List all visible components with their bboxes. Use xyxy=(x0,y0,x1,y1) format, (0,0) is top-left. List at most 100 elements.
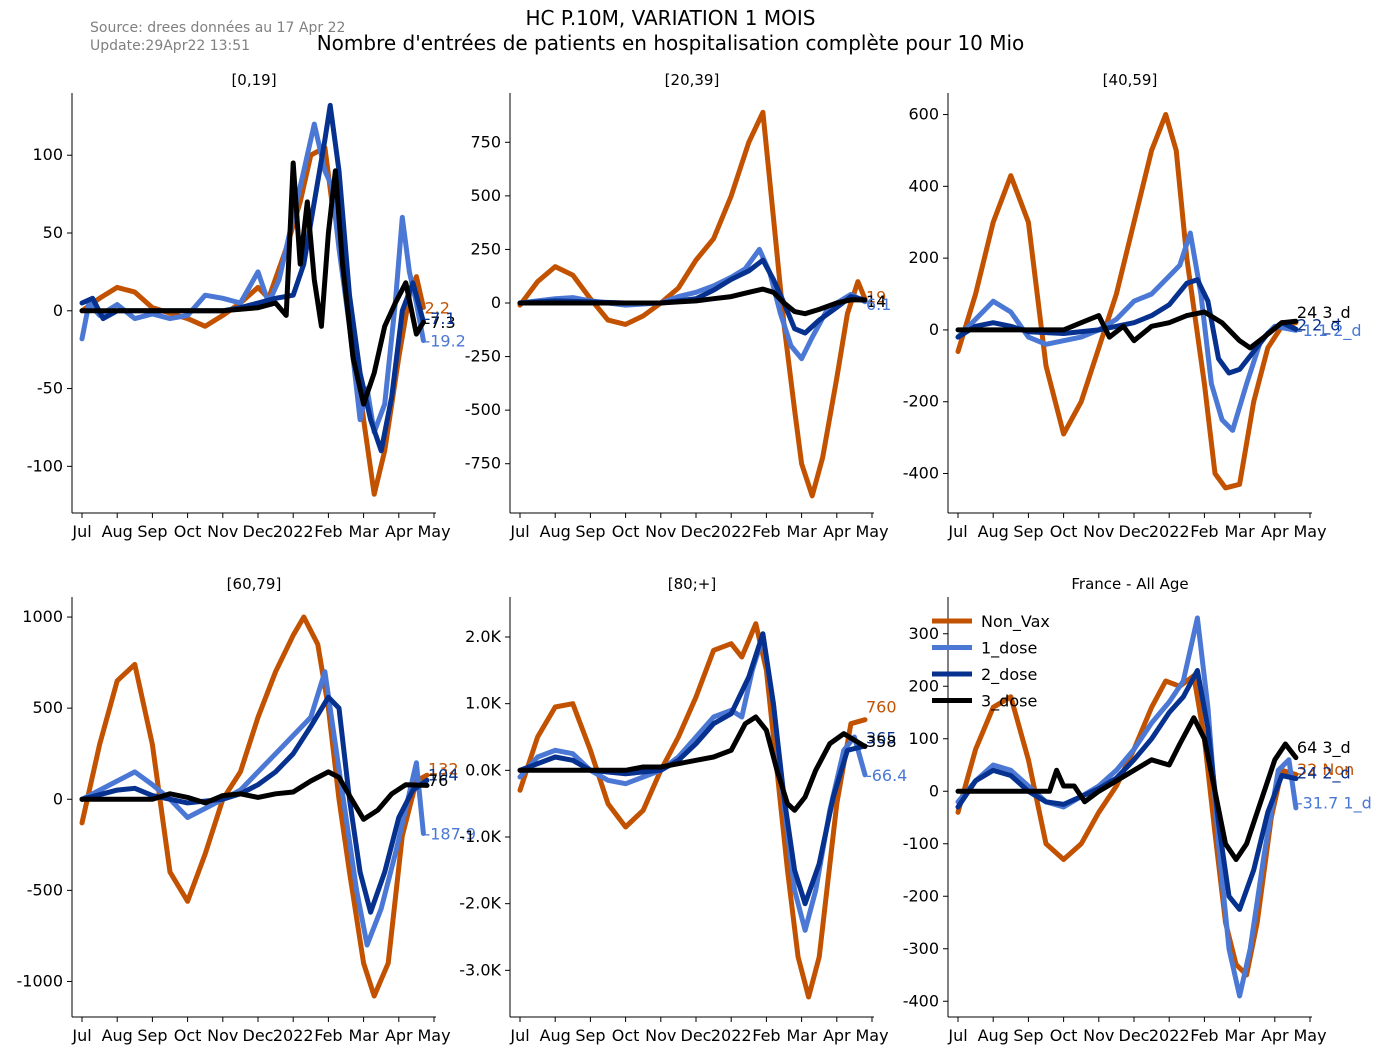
y-tick-label: 100 xyxy=(908,729,939,748)
end-value-label: -19.2 xyxy=(424,332,465,351)
end-value-label: -7.1 xyxy=(424,309,455,328)
series-line-non-vax xyxy=(79,614,430,999)
series-line-non-vax xyxy=(517,621,868,1000)
y-tick-label: 0 xyxy=(929,320,939,339)
y-tick-label: -2.0K xyxy=(459,894,501,913)
panel-title: France - All Age xyxy=(1071,575,1188,593)
x-tick-label: 2022 xyxy=(711,1026,752,1045)
end-value-label: 365 xyxy=(866,729,897,748)
legend-label: 2_dose xyxy=(981,665,1037,685)
x-tick-label: May xyxy=(417,1026,450,1045)
series-line-2-dose xyxy=(955,668,1299,912)
series-line-2-dose xyxy=(517,631,868,907)
x-tick-label: Apr xyxy=(385,522,413,541)
y-tick-label: -1.0K xyxy=(459,827,501,846)
end-value-label: 358 xyxy=(866,732,897,751)
x-tick-label: Feb xyxy=(1190,1026,1218,1045)
series-line-3-dose xyxy=(517,714,868,813)
y-tick-label: 0 xyxy=(491,293,501,312)
x-tick-label: 2022 xyxy=(711,522,752,541)
y-tick-label: -250 xyxy=(465,347,501,366)
x-tick-label: Feb xyxy=(1190,522,1218,541)
x-tick-label: Nov xyxy=(645,1026,676,1045)
x-tick-label: Mar xyxy=(349,522,380,541)
source-text: Source: drees données au 17 Apr 22 xyxy=(90,20,346,36)
series-line-non-vax xyxy=(955,112,1299,491)
end-value-label: 32 Non xyxy=(1297,760,1354,779)
y-tick-label: 1000 xyxy=(22,607,63,626)
x-tick-label: Aug xyxy=(540,522,571,541)
x-tick-label: Jul xyxy=(71,1026,91,1045)
y-tick-label: 600 xyxy=(908,105,939,124)
y-tick-label: 500 xyxy=(470,186,501,205)
y-tick-label: -750 xyxy=(465,454,501,473)
x-tick-label: Mar xyxy=(787,522,818,541)
update-text: Update:29Apr22 13:51 xyxy=(90,38,251,54)
legend-label: 3_dose xyxy=(981,692,1037,712)
x-tick-label: Jul xyxy=(947,1026,967,1045)
y-tick-label: -300 xyxy=(903,939,939,958)
panel-title: [80;+] xyxy=(668,575,716,593)
series-line-non-vax xyxy=(79,144,426,497)
y-tick-label: -200 xyxy=(903,392,939,411)
y-tick-label: 500 xyxy=(32,698,63,717)
x-tick-label: May xyxy=(855,522,888,541)
y-tick-label: 0.0K xyxy=(465,760,501,779)
y-tick-label: 1.0K xyxy=(465,694,501,713)
x-tick-label: Oct xyxy=(1050,522,1078,541)
x-tick-label: Apr xyxy=(1261,522,1289,541)
y-tick-label: -400 xyxy=(903,991,939,1010)
figure-title: HC P.10M, VARIATION 1 MOIS xyxy=(525,6,816,30)
end-value-label: -187.9 xyxy=(424,824,476,843)
y-tick-label: 300 xyxy=(908,624,939,643)
end-value-label: 2 2_d xyxy=(1297,316,1341,336)
end-value-label: 64 3_d xyxy=(1297,738,1351,758)
end-value-label: -66.4 xyxy=(866,766,907,785)
y-tick-label: 0 xyxy=(53,301,63,320)
series-line-2-dose xyxy=(955,277,1299,376)
end-value-label: 2.2 xyxy=(424,298,449,317)
x-tick-label: Sep xyxy=(137,522,167,541)
x-tick-label: Aug xyxy=(102,1026,133,1045)
x-tick-label: Mar xyxy=(349,1026,380,1045)
x-tick-label: Dec xyxy=(681,522,712,541)
x-tick-label: Dec xyxy=(243,1026,274,1045)
x-tick-label: Nov xyxy=(1083,522,1114,541)
y-tick-label: 400 xyxy=(908,176,939,195)
x-tick-label: Dec xyxy=(1119,522,1150,541)
x-tick-label: Apr xyxy=(823,522,851,541)
series-line-1-dose xyxy=(79,121,426,435)
panel-title: [20,39] xyxy=(665,71,720,89)
x-tick-label: Oct xyxy=(612,522,640,541)
end-value-label: 24 3_d xyxy=(1297,303,1351,323)
y-tick-label: 200 xyxy=(908,676,939,695)
x-tick-label: Feb xyxy=(752,522,780,541)
x-tick-label: Sep xyxy=(1013,1026,1043,1045)
y-tick-label: -100 xyxy=(903,834,939,853)
x-tick-label: Nov xyxy=(207,522,238,541)
panel-title: [40,59] xyxy=(1103,71,1158,89)
x-tick-label: May xyxy=(855,1026,888,1045)
series-line-3-dose xyxy=(79,769,430,822)
y-tick-label: 100 xyxy=(32,145,63,164)
x-tick-label: Mar xyxy=(1225,522,1256,541)
end-value-label: 132 xyxy=(428,759,459,778)
y-tick-label: 50 xyxy=(43,223,63,242)
x-tick-label: Aug xyxy=(978,522,1009,541)
x-tick-label: Oct xyxy=(612,1026,640,1045)
x-tick-label: Dec xyxy=(681,1026,712,1045)
x-tick-label: Oct xyxy=(1050,1026,1078,1045)
x-tick-label: Jul xyxy=(509,1026,529,1045)
end-value-label: 76 xyxy=(428,771,448,790)
end-value-label: 24 2_d xyxy=(1297,763,1351,783)
y-tick-label: -200 xyxy=(903,886,939,905)
x-tick-label: May xyxy=(1293,522,1326,541)
x-tick-label: Jul xyxy=(71,522,91,541)
x-tick-label: 2022 xyxy=(1149,522,1190,541)
x-tick-label: Sep xyxy=(1013,522,1043,541)
y-tick-label: 0 xyxy=(53,789,63,808)
x-tick-label: Sep xyxy=(137,1026,167,1045)
y-tick-label: -3.0K xyxy=(459,960,501,979)
series-line-non-vax xyxy=(955,673,1299,978)
legend-label: Non_Vax xyxy=(981,612,1050,632)
